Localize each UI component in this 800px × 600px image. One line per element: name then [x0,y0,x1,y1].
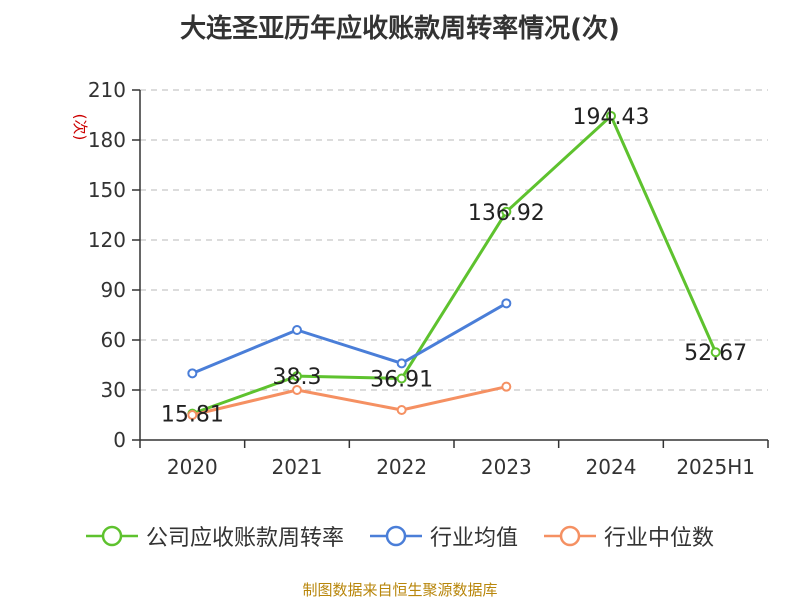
data-label: 15.81 [161,403,224,428]
axes: 0 30 60 90 120 150 180 210 2020 2021 2022 2023 2024 2… [88,78,769,479]
y-tick-label: 0 [113,428,126,452]
data-label: 194.43 [573,105,650,130]
line-chart: 0 30 60 90 120 150 180 210 2020 2021 2022 2023 2024 2… [71,78,769,479]
data-labels: 15.81 38.3 36.91 136.92 194.43 52.67 [161,105,747,428]
data-point [396,405,407,415]
data-point [187,368,198,379]
data-point [396,358,407,369]
data-point [396,373,407,384]
data-point [501,206,512,217]
y-tick-label: 30 [101,378,126,402]
series-line-0 [191,114,718,416]
x-tick-label: 2023 [481,455,532,479]
grid-lines [140,89,768,391]
legend-label-industry-avg: 行业均值 [429,526,518,551]
y-tick-label: 150 [88,178,126,202]
data-label: 36.91 [370,367,433,392]
series-line-2 [191,385,507,417]
data-point [187,410,198,420]
data-point [710,347,721,358]
legend-line-circle-icon [544,525,596,547]
x-tick-label: 2021 [272,455,323,479]
data-point [501,381,512,392]
y-tick-label: 180 [88,128,126,152]
y-axis-label: (次) [71,114,89,141]
y-tick-label: 210 [88,78,126,102]
legend-line-circle-icon [369,525,422,547]
legend-line-circle-icon [85,525,138,547]
data-point [501,298,512,309]
source-note: 制图数据来自恒生聚源数据库 [302,581,498,599]
x-tick-label: 2025H1 [676,455,755,479]
data-point [292,325,302,335]
data-point [292,385,302,395]
legend-item-company[interactable]: 公司应收账款周转率 [85,520,344,552]
chart-title: 大连圣亚历年应收账款周转率情况(次) [180,14,620,44]
data-point [606,110,616,121]
legend: 公司应收账款周转率 行业均值 行业中位数 [0,520,800,552]
series-line-1 [191,302,508,375]
legend-label-industry-median: 行业中位数 [604,526,715,551]
data-label: 136.92 [468,201,545,226]
y-tick-label: 120 [88,228,126,252]
series-lines [187,110,721,420]
x-tick-label: 2024 [586,455,637,479]
data-point [292,371,302,382]
x-tick-label: 2020 [167,455,218,479]
legend-item-industry-avg[interactable]: 行业均值 [369,520,518,552]
y-tick-label: 60 [101,328,126,352]
data-label: 38.3 [273,365,322,390]
y-tick-label: 90 [101,278,126,302]
legend-item-industry-median[interactable]: 行业中位数 [544,520,714,552]
data-label: 52.67 [684,341,747,366]
legend-label-company: 公司应收账款周转率 [145,526,344,551]
x-tick-label: 2022 [376,455,427,479]
